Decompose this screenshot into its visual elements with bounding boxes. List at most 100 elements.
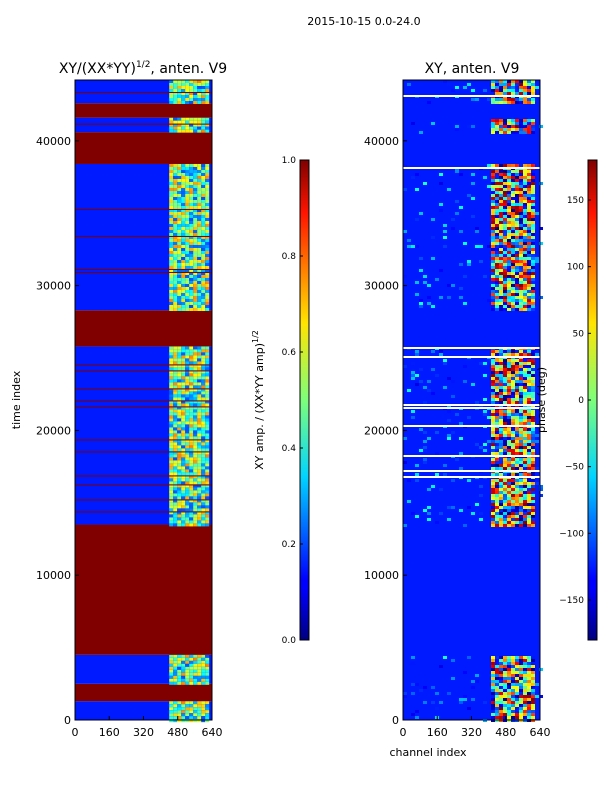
heatmap-cell	[511, 284, 515, 287]
heatmap-cell	[201, 232, 206, 236]
heatmap-cell	[169, 241, 174, 245]
heatmap-cell	[515, 509, 519, 512]
heatmap-cell	[173, 95, 178, 98]
heatmap-cell	[197, 713, 202, 717]
heatmap-cell	[527, 392, 531, 395]
heatmap-cell	[471, 680, 475, 683]
heatmap-cell	[523, 182, 527, 185]
heatmap-cell	[169, 436, 174, 440]
heatmap-cell	[539, 695, 543, 698]
heatmap-cell	[193, 196, 198, 200]
heatmap-cell	[185, 367, 190, 371]
heatmap-cell	[185, 214, 190, 218]
heatmap-cell	[527, 281, 531, 284]
heatmap-cell	[491, 698, 495, 701]
heatmap-cell	[495, 83, 499, 86]
heatmap-cell	[185, 517, 190, 521]
heatmap-cell	[205, 169, 210, 173]
heatmap-cell	[185, 493, 190, 497]
heatmap-cell	[205, 307, 210, 311]
heatmap-cell	[511, 248, 515, 251]
heatmap-cell	[185, 92, 190, 95]
heatmap-cell	[495, 80, 499, 83]
heatmap-cell	[169, 454, 174, 458]
heatmap-cell	[189, 424, 194, 428]
heatmap-cell	[503, 431, 507, 434]
heatmap-cell	[177, 126, 182, 130]
heatmap-cell	[519, 368, 523, 371]
heatmap-cell	[169, 223, 174, 227]
heatmap-cell	[181, 499, 186, 503]
heatmap-cell	[189, 502, 194, 506]
heatmap-cell	[185, 454, 190, 458]
heatmap-cell	[511, 467, 515, 470]
heatmap-cell	[181, 713, 186, 717]
heatmap-cell	[527, 449, 531, 452]
heatmap-cell	[185, 80, 190, 83]
heatmap-cell	[181, 520, 186, 524]
heatmap-cell	[507, 707, 511, 710]
heatmap-cell	[451, 659, 455, 662]
heatmap-cell	[503, 485, 507, 488]
heatmap-cell	[177, 487, 182, 491]
heatmap-cell	[511, 482, 515, 485]
heatmap-cell	[463, 275, 467, 278]
heatmap-cell	[531, 353, 535, 356]
heatmap-cell	[415, 716, 419, 719]
heatmap-cell	[193, 265, 198, 269]
heatmap-cell	[197, 175, 202, 179]
heatmap-cell	[519, 392, 523, 395]
heatmap-cell	[177, 517, 182, 521]
heatmap-cell	[499, 431, 503, 434]
heatmap-cell	[177, 439, 182, 443]
heatmap-cell	[451, 89, 455, 92]
heatmap-cell	[427, 512, 431, 515]
heatmap-cell	[173, 424, 178, 428]
heatmap-cell	[495, 122, 499, 125]
heatmap-cell	[177, 418, 182, 422]
heatmap-cell	[527, 689, 531, 692]
heatmap-cell	[491, 485, 495, 488]
heatmap-cell	[189, 370, 194, 374]
heatmap-cell	[491, 128, 495, 131]
heatmap-cell	[177, 187, 182, 191]
heatmap-cell	[197, 493, 202, 497]
heatmap-cell	[177, 123, 182, 127]
heatmap-cell	[507, 419, 511, 422]
heatmap-cell	[491, 101, 495, 104]
heatmap-cell	[173, 469, 178, 473]
heatmap-cell	[531, 443, 535, 446]
heatmap-cell	[189, 286, 194, 290]
heatmap-cell	[523, 221, 527, 224]
heatmap-cell	[511, 92, 515, 95]
heatmap-cell	[515, 494, 519, 497]
heatmap-cell	[515, 257, 519, 260]
heatmap-cell	[495, 467, 499, 470]
heatmap-cell	[197, 678, 202, 682]
heatmap-cell	[169, 295, 174, 299]
heatmap-cell	[173, 235, 178, 239]
heatmap-cell	[491, 212, 495, 215]
heatmap-cell	[535, 212, 539, 215]
heatmap-cell	[519, 305, 523, 308]
heatmap-cell	[205, 394, 210, 398]
heatmap-cell	[189, 701, 194, 705]
heatmap-cell	[185, 241, 190, 245]
heatmap-cell	[503, 281, 507, 284]
heatmap-flag-row	[75, 271, 212, 273]
heatmap-cell	[503, 665, 507, 668]
heatmap-flag-row	[75, 439, 212, 441]
heatmap-cell	[177, 220, 182, 224]
heatmap-cell	[523, 275, 527, 278]
heatmap-cell	[185, 460, 190, 464]
heatmap-cell	[511, 131, 515, 134]
heatmap-cell	[407, 245, 411, 248]
heatmap-cell	[205, 406, 210, 410]
heatmap-cell	[181, 666, 186, 670]
heatmap-cell	[181, 355, 186, 359]
heatmap-cell	[185, 346, 190, 350]
heatmap-cell	[185, 457, 190, 461]
heatmap-cell	[177, 120, 182, 124]
heatmap-cell	[495, 683, 499, 686]
heatmap-cell	[189, 373, 194, 377]
